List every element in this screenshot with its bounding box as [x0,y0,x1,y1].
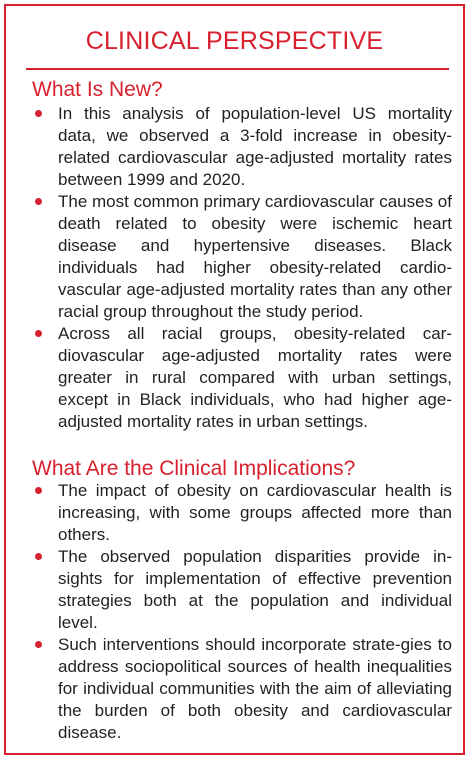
list-item: The impact of obesity on cardiovascular … [32,480,452,546]
bullet-icon [35,487,42,494]
clinical-perspective-box: CLINICAL PERSPECTIVE What Is New? In thi… [4,4,465,755]
section-heading-clinical-implications: What Are the Clinical Implications? [32,457,356,480]
bullet-text: In this analysis of population-level US … [58,104,452,189]
title-divider [26,68,449,70]
bullet-icon [35,330,42,337]
bullet-icon [35,553,42,560]
list-item: Across all racial groups, obesity-relate… [32,323,452,433]
list-item: The most common primary cardiovascular c… [32,191,452,323]
bullet-icon [35,110,42,117]
list-item: The observed population disparities prov… [32,546,452,634]
bullet-icon [35,641,42,648]
list-item: In this analysis of population-level US … [32,103,452,191]
bullet-icon [35,198,42,205]
page-title: CLINICAL PERSPECTIVE [85,27,384,55]
bullet-text: The impact of obesity on cardiovascular … [58,481,452,544]
clinical-implications-list: The impact of obesity on cardiovascular … [32,480,452,744]
bullet-text: Such interventions should incorporate st… [58,635,452,742]
what-is-new-list: In this analysis of population-level US … [32,103,452,433]
section-heading-what-is-new: What Is New? [32,78,163,101]
bullet-text: Across all racial groups, obesity-relate… [58,324,452,431]
bullet-text: The observed population disparities prov… [58,547,452,632]
list-item: Such interventions should incorporate st… [32,634,452,744]
bullet-text: The most common primary cardiovascular c… [58,192,452,321]
